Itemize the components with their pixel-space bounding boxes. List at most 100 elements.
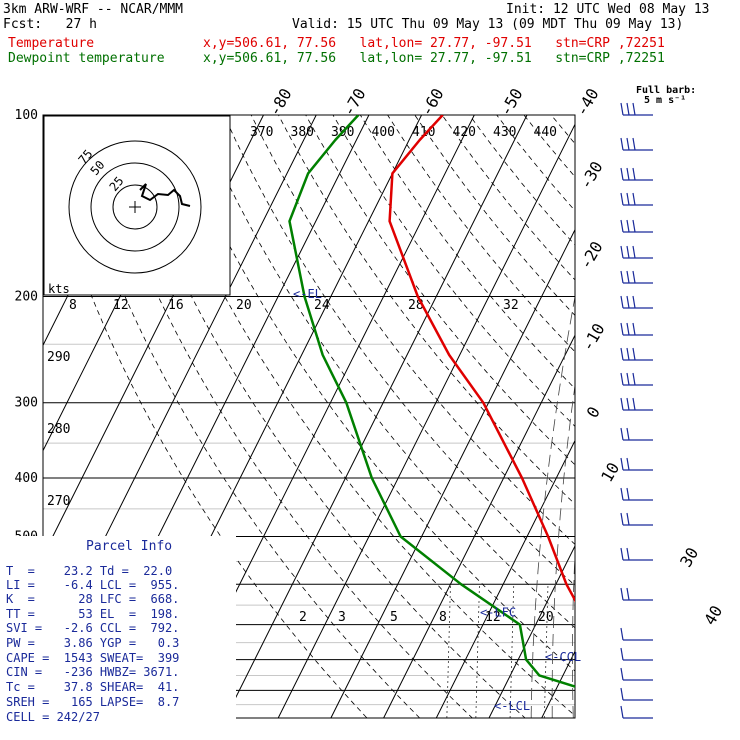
level-marker: <-LCL — [494, 699, 530, 713]
wind-barb-flag — [620, 372, 624, 386]
dry-adiabat — [223, 115, 575, 587]
theta-label: 290 — [47, 350, 70, 365]
dry-adiabat — [141, 115, 575, 717]
mixing-ratio-label: 8 — [439, 610, 447, 625]
wind-barb-flag — [626, 270, 630, 284]
wind-barb-flag — [620, 322, 624, 336]
isotherm-label: 40 — [700, 602, 726, 628]
wind-barb-flag — [626, 397, 630, 411]
isotherm-line — [488, 544, 575, 718]
isotherm-label: -70 — [339, 85, 370, 120]
dry-adiabat — [59, 115, 421, 718]
wind-barb-flag — [620, 457, 624, 471]
wind-barb-flag — [632, 192, 636, 206]
dry-adiabat — [114, 115, 526, 718]
wind-barb-flag — [620, 397, 624, 411]
dewpoint-trace — [288, 115, 575, 688]
wind-barb-flag — [632, 270, 636, 284]
forecast-hour: Fcst: 27 h — [3, 17, 97, 32]
mixing-ratio-label: 2 — [299, 610, 307, 625]
isotherm-label: -20 — [576, 238, 607, 273]
parcel-row: SREH = 165 LAPSE= 8.7 — [6, 695, 180, 709]
wind-barb-flag — [626, 372, 630, 386]
pressure-label: 100 — [15, 108, 38, 123]
temperature-trace — [388, 115, 575, 603]
dry-adiabat — [305, 115, 575, 466]
dry-adiabat — [715, 115, 740, 731]
wind-barb-flag — [620, 512, 624, 526]
wind-barb-flag — [620, 427, 624, 441]
isotherm-label: -40 — [572, 85, 603, 120]
temperature-legend-label: Temperature — [8, 36, 95, 51]
hodograph-ring — [90, 162, 180, 252]
wind-barb-flag — [620, 487, 624, 501]
dry-adiabat — [441, 115, 575, 281]
dry-adiabat — [43, 151, 368, 718]
dry-adiabat — [550, 115, 575, 145]
wind-barb-flag — [620, 705, 624, 719]
wind-scale-tick: 20 — [236, 298, 252, 313]
parcel-row: T = 23.2 Td = 22.0 — [6, 564, 173, 578]
wind-scale-label: kts — [48, 282, 70, 296]
dewpoint-legend-label: Dewpoint temperature — [8, 51, 165, 66]
isotherm-line — [647, 115, 740, 718]
isotherm-line — [225, 115, 528, 718]
dry-adiabat — [414, 115, 575, 317]
isotherm-label: -10 — [578, 320, 609, 355]
isotherm-line — [594, 115, 740, 718]
theta-label: 420 — [453, 125, 476, 140]
wind-barb-flag — [620, 219, 624, 233]
wind-barb-flag — [620, 347, 624, 361]
wind-barb-flag — [620, 647, 624, 661]
dry-adiabat — [278, 115, 575, 505]
model-title: 3km ARW-WRF -- NCAR/MMM — [3, 2, 184, 17]
wind-barb-flag — [620, 270, 624, 284]
isotherm-label: 10 — [597, 459, 623, 485]
isotherm-label: -80 — [265, 85, 296, 120]
wind-barb-flag — [632, 295, 636, 309]
parcel-row: PW = 3.86 YGP = 0.3 — [6, 636, 180, 650]
mixing-ratio-line — [446, 584, 451, 718]
wind-scale-tick: 16 — [168, 298, 184, 313]
level-marker: <-EL — [293, 287, 322, 301]
hodograph-ring — [112, 184, 158, 230]
wind-barb-flag — [620, 667, 624, 681]
wind-barb-flag — [632, 167, 636, 181]
mixing-ratio-label: 5 — [390, 610, 398, 625]
pressure-label: 200 — [15, 290, 38, 305]
theta-label: 440 — [534, 125, 557, 140]
moist-adiabat — [530, 296, 575, 718]
dry-adiabat — [168, 115, 575, 672]
isotherm-line — [435, 439, 575, 718]
wind-scale-tick: 8 — [69, 298, 77, 313]
hodograph-ring — [68, 140, 202, 274]
parcel-row: K = 28 LFC = 668. — [6, 592, 180, 606]
isotherm-line — [700, 115, 740, 718]
parcel-info-panel: Parcel Info T = 23.2 Td = 22.0 LI = -6.4… — [0, 536, 236, 732]
wind-barbs: Full barb:5 m s⁻¹ — [620, 85, 696, 719]
wind-barb-flag — [626, 457, 630, 471]
wind-barb-flag — [632, 322, 636, 336]
isotherm-label: 30 — [676, 544, 702, 570]
wind-barb-flag — [620, 102, 624, 116]
wind-barb-flag — [626, 295, 630, 309]
valid-time: Valid: 15 UTC Thu 09 May 13 (09 MDT Thu … — [292, 17, 684, 32]
wind-barb-flag — [626, 219, 630, 233]
wind-barb-flag — [632, 245, 636, 259]
wind-barb-flag — [626, 167, 630, 181]
mixing-ratio-line — [475, 584, 480, 718]
wind-scale-tick: 12 — [113, 298, 129, 313]
dry-adiabat — [469, 115, 575, 246]
dry-adiabat — [606, 115, 740, 731]
wind-barb-flag — [620, 192, 624, 206]
parcel-row: CAPE = 1543 SWEAT= 399 — [6, 651, 180, 665]
dry-adiabat — [359, 115, 575, 390]
wind-barb-flag — [620, 295, 624, 309]
pressure-label: 300 — [15, 396, 38, 411]
wind-barb-flag — [620, 137, 624, 151]
wind-barb-flag — [626, 427, 630, 441]
dry-adiabat — [250, 115, 575, 545]
temperature-station-info: x,y=506.61, 77.56 lat,lon= 27.77, -97.51… — [203, 36, 665, 51]
wind-barb-flag — [632, 102, 636, 116]
